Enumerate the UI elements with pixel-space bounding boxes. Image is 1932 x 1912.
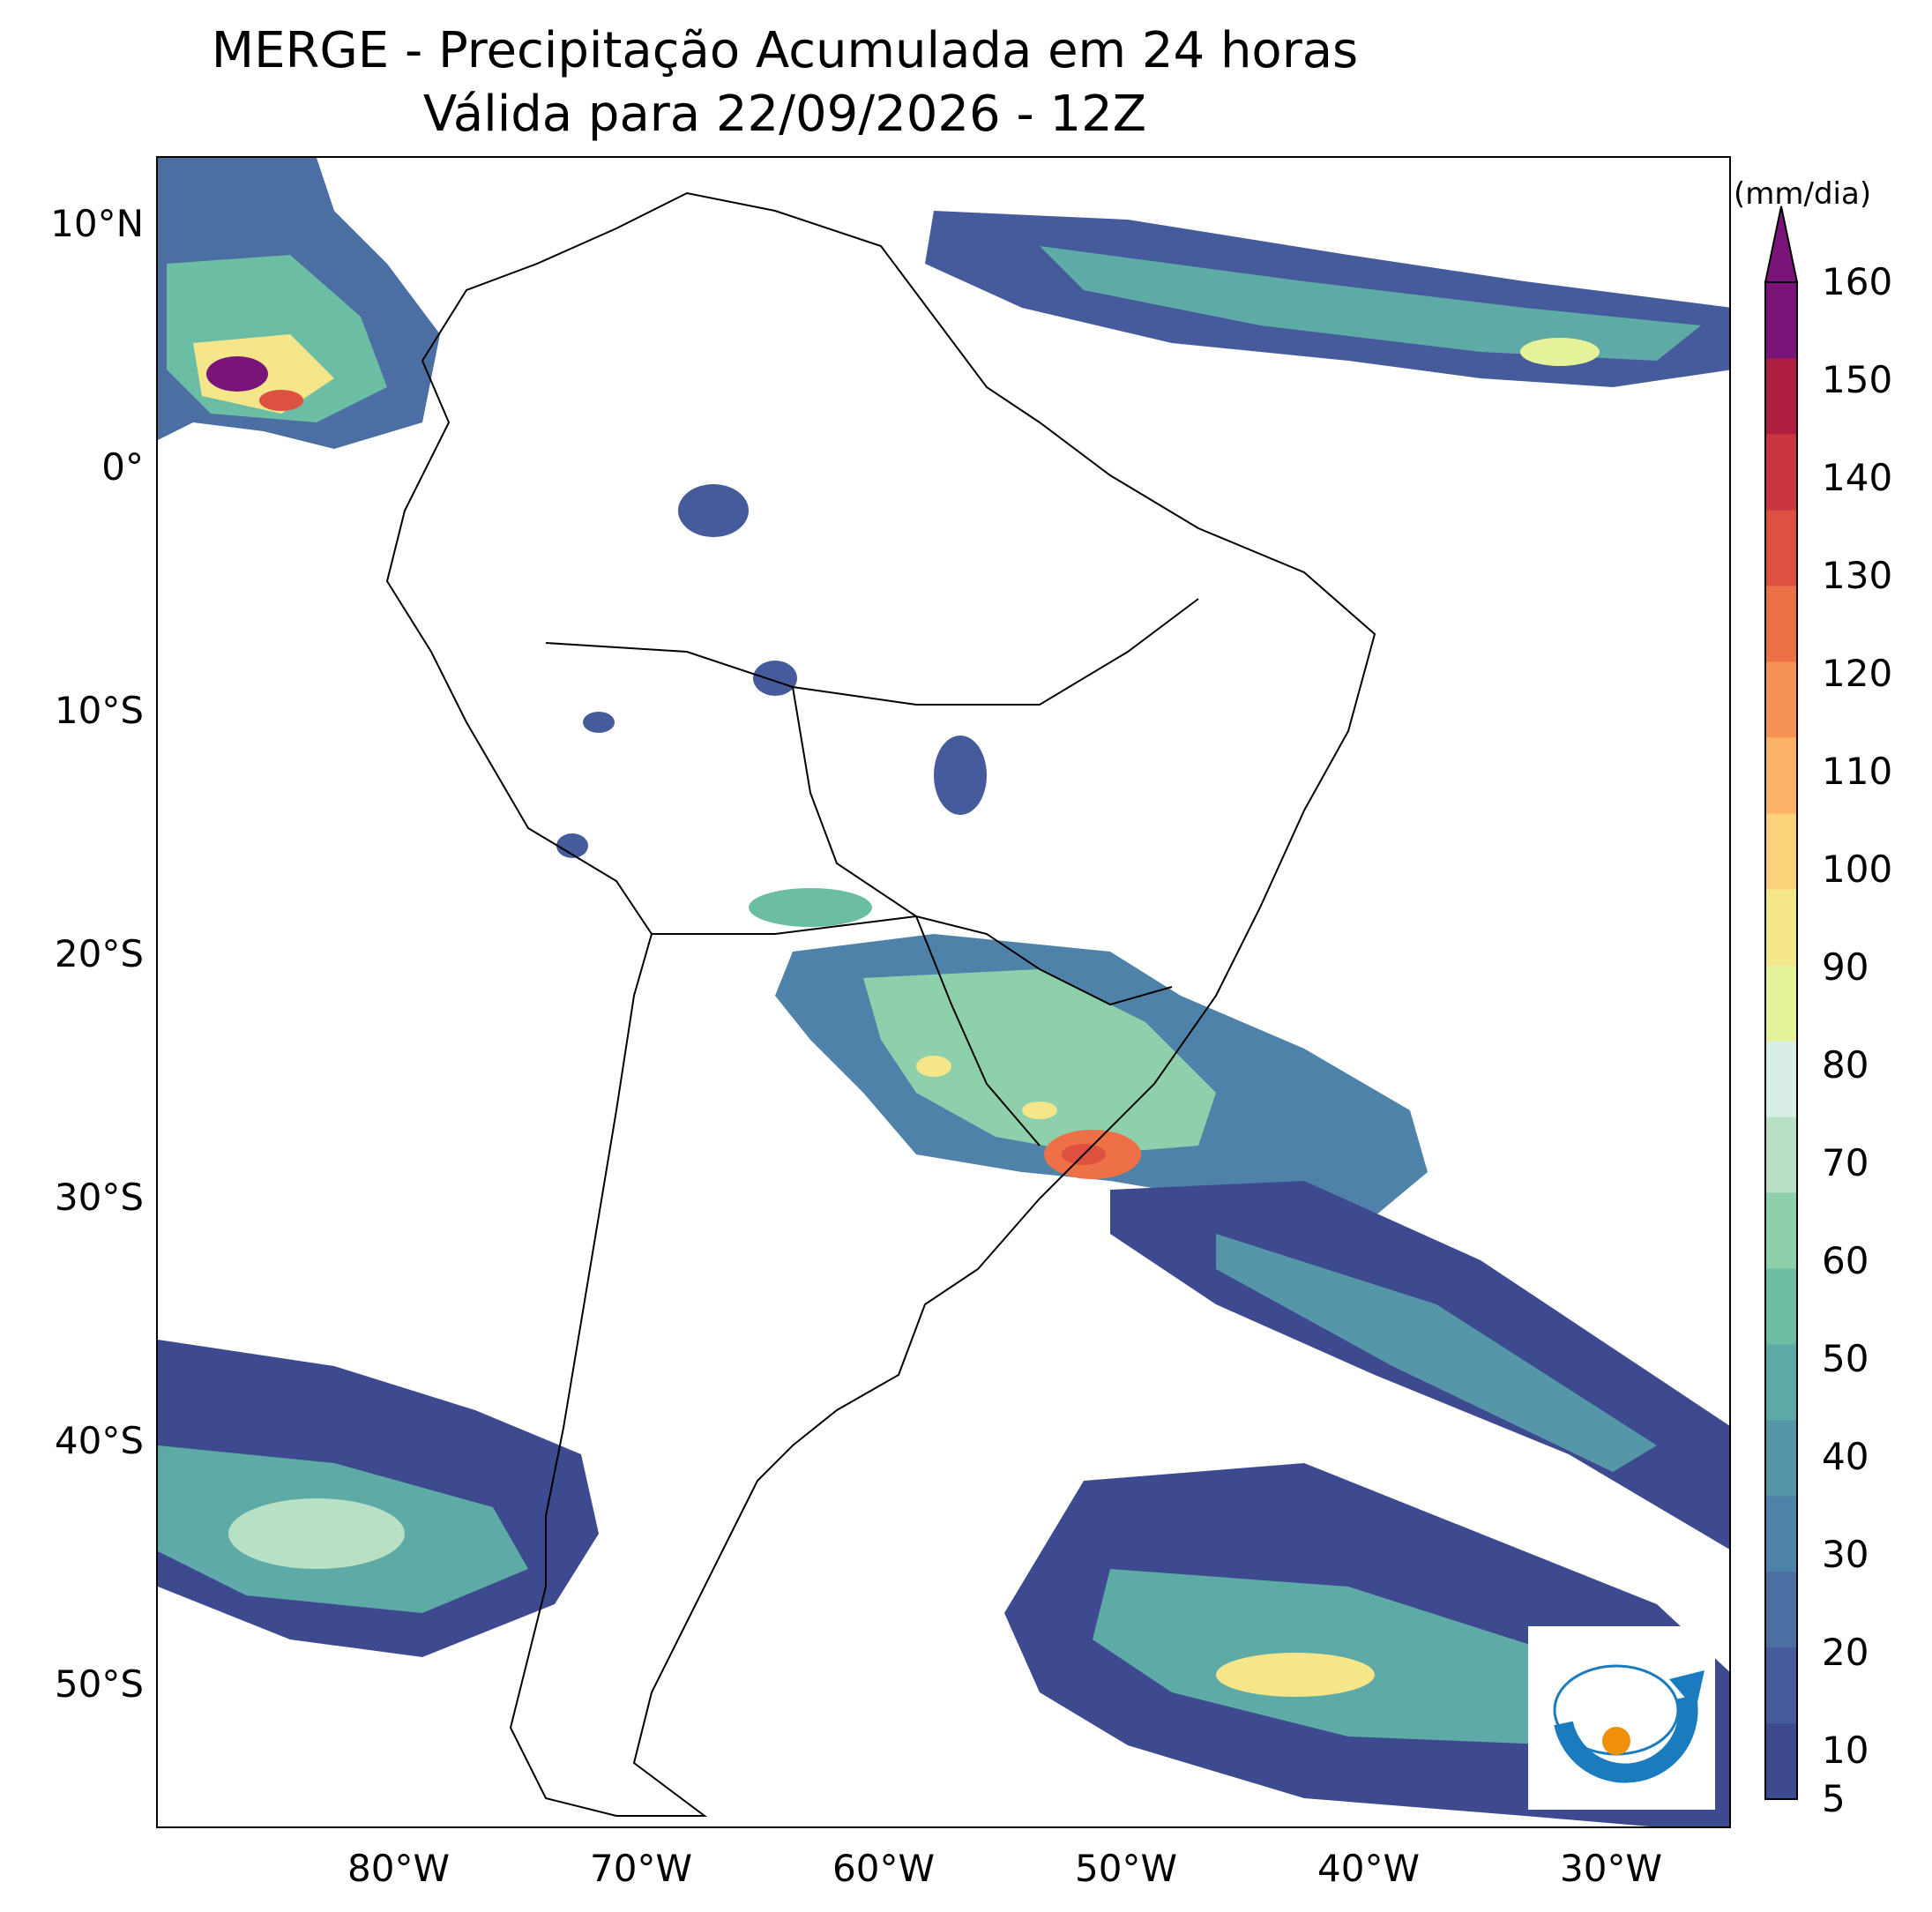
colorbar-tick-label: 40 [1822, 1434, 1869, 1478]
colorbar-tick-label: 70 [1822, 1140, 1869, 1184]
lon-tick-40w: 40°W [1317, 1847, 1420, 1890]
colorbar-tick-label: 150 [1822, 357, 1893, 401]
colorbar-swatch [1765, 434, 1797, 511]
colorbar-tick-label: 130 [1822, 553, 1893, 597]
colorbar-swatch [1765, 1041, 1797, 1117]
lat-tick-20s: 20°S [54, 932, 144, 975]
colorbar-units: (mm/dia) [1734, 176, 1872, 212]
colorbar-tick-label: 30 [1822, 1532, 1869, 1576]
precipitation-field [158, 158, 1729, 1826]
lon-tick-70w: 70°W [590, 1847, 692, 1890]
colorbar-swatch [1765, 1723, 1797, 1800]
colorbar-swatch [1765, 586, 1797, 662]
inpe-logo-icon [1553, 1664, 1704, 1783]
map-title: MERGE - Precipitação Acumulada em 24 hor… [211, 22, 1359, 79]
colorbar-extend-arrow [1764, 205, 1799, 283]
colorbar-tick-label: 20 [1822, 1630, 1869, 1674]
colorbar-swatch [1765, 1572, 1797, 1648]
colorbar-tick-label: 140 [1822, 455, 1893, 499]
colorbar-swatch [1765, 965, 1797, 1042]
lon-tick-30w: 30°W [1560, 1847, 1662, 1890]
colorbar-swatch [1765, 889, 1797, 966]
lat-tick-50s: 50°S [54, 1662, 144, 1706]
colorbar-swatch [1765, 1344, 1797, 1421]
lon-tick-50w: 50°W [1075, 1847, 1177, 1890]
map-subtitle: Válida para 22/09/2026 - 12Z [422, 86, 1147, 143]
colorbar-swatch [1765, 1496, 1797, 1572]
lat-tick-30s: 30°S [54, 1176, 144, 1219]
colorbar-tick-label: 160 [1822, 260, 1893, 303]
colorbar-swatch [1765, 1117, 1797, 1193]
colorbar-swatch [1765, 813, 1797, 890]
colorbar-tick-label: 120 [1822, 651, 1893, 695]
precipitation-map [156, 156, 1731, 1828]
colorbar-swatch [1765, 1268, 1797, 1345]
colorbar-tick-label: 60 [1822, 1238, 1869, 1282]
lat-tick-10s: 10°S [54, 689, 144, 732]
colorbar-tick-label: 50 [1822, 1336, 1869, 1380]
colorbar-swatch [1765, 358, 1797, 435]
lat-tick-40s: 40°S [54, 1419, 144, 1462]
colorbar [1764, 205, 1799, 1800]
colorbar-swatch [1765, 661, 1797, 738]
lat-tick-10n: 10°N [50, 202, 144, 245]
colorbar-tick-label: 100 [1822, 847, 1893, 891]
colorbar-tick-label: 90 [1822, 945, 1869, 989]
inpe-logo [1528, 1626, 1715, 1810]
lon-tick-60w: 60°W [832, 1847, 935, 1890]
colorbar-swatch [1765, 737, 1797, 814]
colorbar-border [1764, 281, 1798, 1800]
colorbar-swatch [1765, 282, 1797, 359]
colorbar-tick-label: 80 [1822, 1042, 1869, 1087]
colorbar-swatch [1765, 1192, 1797, 1269]
colorbar-tick-label: 10 [1822, 1728, 1869, 1772]
colorbar-tick-label: 5 [1822, 1777, 1846, 1820]
lon-tick-80w: 80°W [347, 1847, 450, 1890]
map-canvas [158, 158, 1729, 1826]
colorbar-tick-label: 110 [1822, 749, 1893, 793]
colorbar-swatch [1765, 1647, 1797, 1724]
coastlines [385, 191, 1376, 1817]
colorbar-swatch [1765, 1420, 1797, 1497]
lat-tick-0: 0° [101, 445, 144, 489]
colorbar-swatch [1765, 510, 1797, 586]
